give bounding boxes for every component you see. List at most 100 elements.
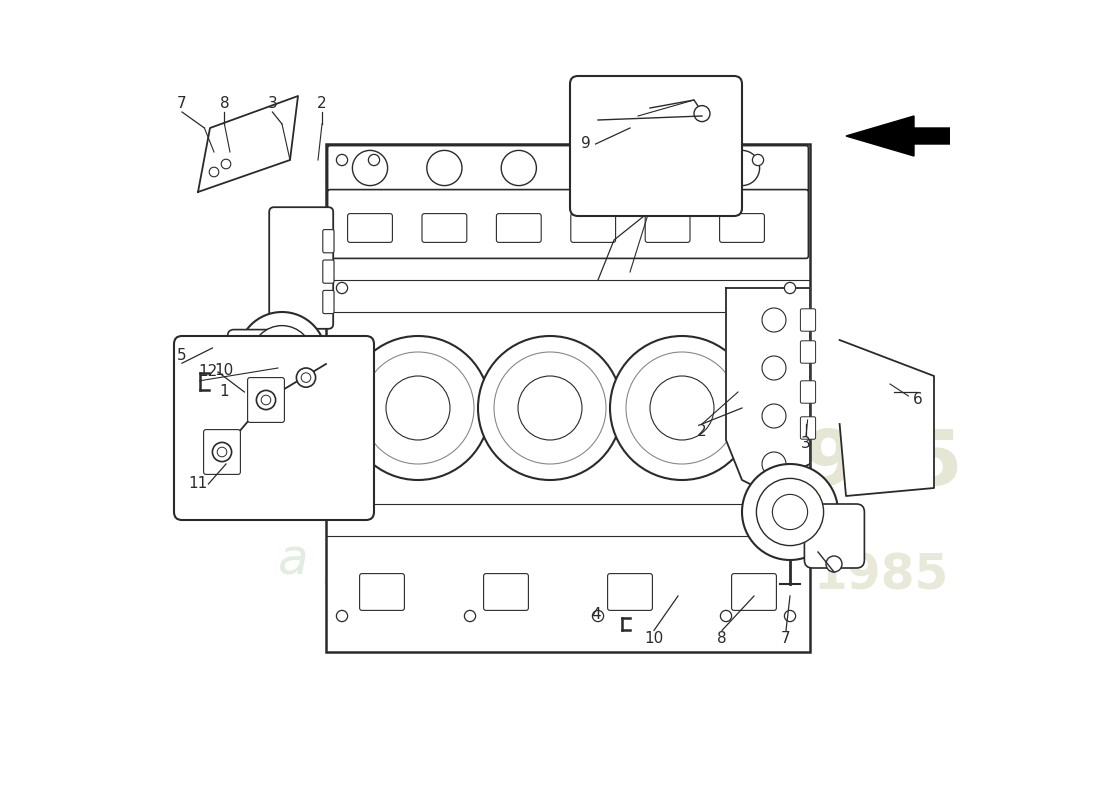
Circle shape — [752, 154, 763, 166]
Circle shape — [784, 610, 795, 622]
Circle shape — [650, 376, 714, 440]
Polygon shape — [726, 288, 810, 488]
Circle shape — [742, 464, 838, 560]
FancyBboxPatch shape — [328, 190, 808, 258]
FancyBboxPatch shape — [801, 381, 815, 403]
Circle shape — [217, 447, 227, 457]
Text: 1: 1 — [220, 385, 229, 399]
Circle shape — [352, 150, 387, 186]
Text: 3: 3 — [267, 97, 277, 111]
Polygon shape — [839, 340, 934, 496]
Circle shape — [238, 312, 326, 400]
Circle shape — [427, 150, 462, 186]
Circle shape — [725, 150, 760, 186]
Circle shape — [337, 610, 348, 622]
Circle shape — [575, 150, 611, 186]
FancyBboxPatch shape — [801, 309, 815, 331]
Circle shape — [689, 154, 700, 166]
Text: 2: 2 — [697, 425, 707, 439]
Circle shape — [346, 336, 490, 480]
FancyBboxPatch shape — [484, 574, 528, 610]
Circle shape — [694, 106, 710, 122]
FancyBboxPatch shape — [348, 214, 393, 242]
Circle shape — [762, 308, 786, 332]
Circle shape — [362, 352, 474, 464]
Circle shape — [296, 368, 316, 387]
FancyBboxPatch shape — [360, 574, 405, 610]
FancyBboxPatch shape — [174, 336, 374, 520]
Circle shape — [252, 326, 312, 386]
FancyBboxPatch shape — [804, 504, 865, 568]
FancyBboxPatch shape — [607, 574, 652, 610]
Text: europ: europ — [374, 347, 625, 421]
Circle shape — [593, 610, 604, 622]
Circle shape — [337, 282, 348, 294]
Circle shape — [238, 358, 254, 374]
Text: 8: 8 — [717, 631, 727, 646]
Circle shape — [757, 478, 824, 546]
Circle shape — [337, 498, 348, 510]
FancyBboxPatch shape — [270, 207, 333, 329]
Circle shape — [266, 340, 298, 372]
FancyBboxPatch shape — [328, 146, 808, 194]
Text: 9: 9 — [581, 137, 591, 151]
Circle shape — [762, 452, 786, 476]
Circle shape — [256, 390, 276, 410]
Text: 7: 7 — [177, 97, 187, 111]
Text: 4: 4 — [592, 607, 602, 622]
Circle shape — [464, 610, 475, 622]
FancyBboxPatch shape — [801, 341, 815, 363]
Text: 10: 10 — [645, 631, 663, 646]
Circle shape — [784, 282, 795, 294]
FancyBboxPatch shape — [571, 214, 616, 242]
Text: 11: 11 — [188, 477, 208, 491]
Text: Maserati: Maserati — [469, 373, 663, 427]
FancyBboxPatch shape — [204, 430, 241, 474]
Text: 3: 3 — [801, 437, 811, 451]
Circle shape — [626, 352, 738, 464]
Circle shape — [209, 167, 219, 177]
FancyBboxPatch shape — [322, 290, 334, 314]
FancyBboxPatch shape — [322, 260, 334, 283]
Circle shape — [826, 556, 842, 572]
Circle shape — [502, 150, 537, 186]
Circle shape — [784, 498, 795, 510]
Circle shape — [720, 610, 732, 622]
Text: 8: 8 — [220, 97, 229, 111]
Circle shape — [212, 442, 232, 462]
Polygon shape — [846, 116, 966, 156]
Polygon shape — [326, 144, 810, 652]
FancyBboxPatch shape — [732, 574, 777, 610]
Circle shape — [625, 154, 636, 166]
Circle shape — [762, 404, 786, 428]
Text: 7: 7 — [781, 631, 791, 646]
FancyBboxPatch shape — [646, 214, 690, 242]
Circle shape — [772, 494, 807, 530]
Circle shape — [386, 376, 450, 440]
FancyBboxPatch shape — [248, 378, 285, 422]
FancyBboxPatch shape — [422, 214, 466, 242]
Circle shape — [762, 356, 786, 380]
FancyBboxPatch shape — [801, 417, 815, 439]
Circle shape — [221, 159, 231, 169]
Circle shape — [478, 336, 622, 480]
Text: 1985: 1985 — [814, 552, 949, 600]
Circle shape — [650, 150, 685, 186]
Circle shape — [301, 373, 311, 382]
Circle shape — [261, 395, 271, 405]
Text: 5: 5 — [177, 348, 187, 362]
Text: 2: 2 — [317, 97, 327, 111]
Text: 12: 12 — [199, 365, 218, 379]
FancyBboxPatch shape — [719, 214, 764, 242]
Text: 10: 10 — [214, 363, 234, 378]
Polygon shape — [198, 96, 298, 192]
Text: a passion fo: a passion fo — [278, 536, 580, 584]
Circle shape — [368, 154, 379, 166]
Text: 1985: 1985 — [750, 427, 962, 501]
FancyBboxPatch shape — [322, 230, 334, 253]
Circle shape — [610, 336, 754, 480]
FancyBboxPatch shape — [570, 76, 743, 216]
Circle shape — [494, 352, 606, 464]
Circle shape — [518, 376, 582, 440]
Text: 6: 6 — [913, 393, 923, 407]
